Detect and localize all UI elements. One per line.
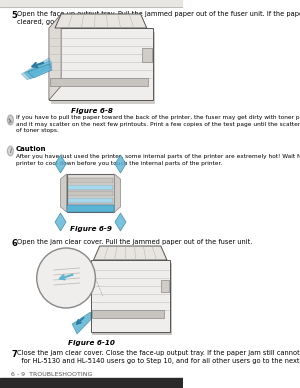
Bar	[161, 280, 169, 292]
Text: 6 - 9  TROUBLESHOOTING: 6 - 9 TROUBLESHOOTING	[11, 372, 92, 377]
Polygon shape	[61, 174, 67, 212]
Bar	[68, 197, 113, 203]
Circle shape	[7, 115, 14, 125]
Polygon shape	[55, 155, 66, 173]
Bar	[68, 178, 113, 183]
Bar	[91, 260, 170, 332]
Bar	[142, 48, 152, 62]
Bar	[92, 263, 172, 335]
Bar	[50, 78, 148, 86]
Text: i: i	[9, 148, 11, 154]
Text: 7: 7	[11, 350, 17, 359]
Text: Figure 6-10: Figure 6-10	[68, 340, 115, 346]
Polygon shape	[94, 246, 167, 260]
Bar	[0, 0, 184, 7]
Polygon shape	[28, 64, 52, 78]
Polygon shape	[114, 174, 121, 212]
Polygon shape	[55, 213, 66, 231]
Text: After you have just used the printer, some internal parts of the printer are ext: After you have just used the printer, so…	[16, 154, 300, 166]
Text: Open the jam clear cover. Pull the jammed paper out of the fuser unit.: Open the jam clear cover. Pull the jamme…	[16, 239, 252, 245]
Text: Figure 6-9: Figure 6-9	[70, 226, 111, 232]
Bar	[0, 378, 184, 388]
Polygon shape	[25, 61, 52, 79]
Polygon shape	[55, 14, 147, 28]
Polygon shape	[115, 213, 126, 231]
Bar	[67, 174, 114, 212]
Bar	[92, 310, 164, 318]
Polygon shape	[72, 312, 91, 334]
Bar	[68, 191, 113, 196]
Text: If you have to pull the paper toward the back of the printer, the fuser may get : If you have to pull the paper toward the…	[16, 115, 300, 133]
Circle shape	[7, 146, 14, 156]
Ellipse shape	[37, 248, 95, 308]
FancyBboxPatch shape	[51, 32, 155, 104]
Text: Figure 6-8: Figure 6-8	[71, 108, 113, 114]
Polygon shape	[115, 155, 126, 173]
Polygon shape	[21, 58, 52, 80]
Text: Caution: Caution	[16, 146, 46, 152]
Text: Close the jam clear cover. Close the face-up output tray. If the paper jam still: Close the jam clear cover. Close the fac…	[16, 350, 300, 364]
Bar	[49, 28, 153, 100]
Polygon shape	[49, 14, 61, 100]
Text: 6: 6	[11, 239, 17, 248]
Bar	[68, 185, 113, 189]
Bar	[67, 205, 114, 212]
Bar	[68, 204, 113, 209]
Text: Open the face-up output tray. Pull the jammed paper out of the fuser unit. If th: Open the face-up output tray. Pull the j…	[16, 11, 300, 25]
Text: 5: 5	[11, 11, 17, 20]
